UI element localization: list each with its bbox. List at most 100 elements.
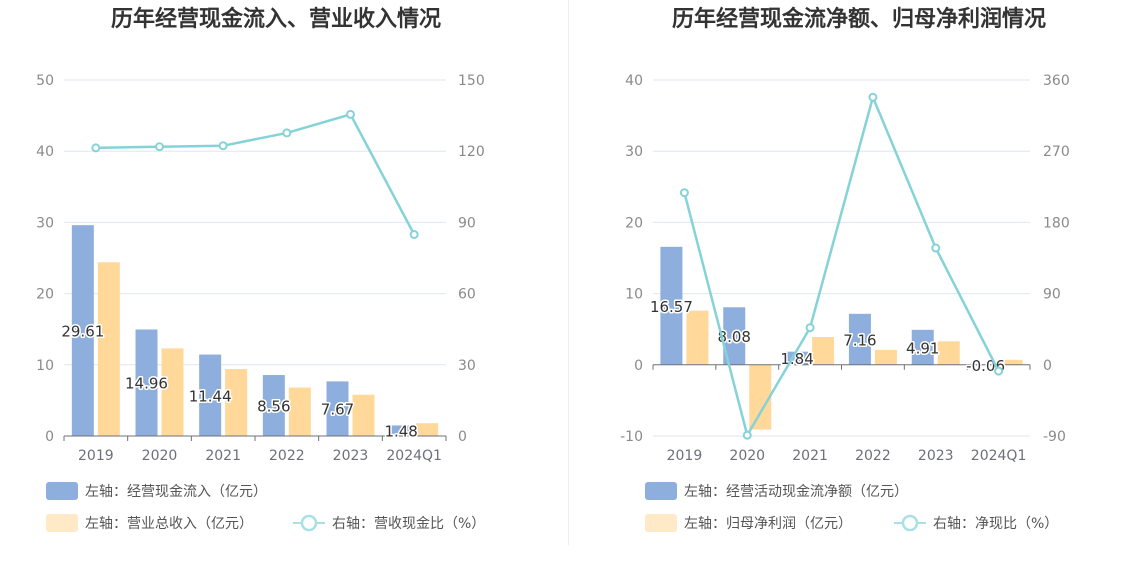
data-label: 1.84	[780, 350, 813, 368]
x-axis-tick-label: 2021	[205, 448, 241, 464]
legend-label: 右轴：净现比（%）	[933, 516, 1058, 532]
bar-secondary	[97, 262, 120, 436]
x-axis-tick-label: 2020	[729, 448, 765, 464]
right-axis-tick-label: 0	[458, 429, 467, 445]
legend-label: 右轴：营收现金比（%）	[332, 516, 485, 532]
right-axis-tick-label: 60	[458, 287, 476, 303]
right-axis-tick-label: 180	[1043, 215, 1070, 231]
bar-secondary	[1000, 359, 1023, 365]
bar-secondary	[352, 394, 375, 436]
data-label: 14.96	[125, 375, 168, 393]
legend-label: 左轴：营业总收入（亿元）	[85, 516, 253, 532]
ratio-point	[346, 109, 355, 119]
bar-secondary	[812, 337, 835, 365]
x-axis-tick-label: 2023	[333, 448, 369, 464]
ratio-point	[282, 128, 292, 138]
right-axis-tick-label: 120	[458, 144, 485, 160]
data-label: 16.57	[650, 298, 693, 316]
bar-secondary	[225, 369, 248, 436]
bar-secondary	[161, 348, 184, 436]
data-label: 7.16	[843, 331, 876, 349]
left-axis-tick-label: 20	[625, 215, 643, 231]
data-label: 8.08	[718, 328, 751, 346]
left-axis-tick-label: 10	[625, 287, 643, 303]
data-label: 4.91	[906, 339, 939, 357]
bar-primary	[199, 354, 222, 436]
x-axis-tick-label: 2019	[78, 448, 114, 464]
data-label: 7.67	[321, 401, 354, 419]
right-axis-tick-label: -90	[1043, 429, 1066, 445]
bar-primary	[848, 313, 871, 365]
legend-marker	[901, 514, 919, 532]
bar-primary	[911, 329, 934, 365]
bar-primary	[135, 329, 158, 436]
left-axis-tick-label: 0	[45, 429, 54, 445]
left-axis-tick-label: 30	[625, 144, 643, 160]
x-axis-tick-label: 2024Q1	[971, 448, 1027, 464]
bar-primary	[390, 425, 413, 436]
ratio-point	[409, 230, 419, 240]
left-axis-tick-label: 40	[625, 73, 643, 89]
legend-swatch	[46, 482, 78, 500]
ratio-point	[155, 142, 164, 152]
left-axis-tick-label: -10	[620, 429, 643, 445]
x-axis-tick-label: 2019	[667, 448, 703, 464]
bar-secondary	[416, 423, 439, 436]
left-axis-tick-label: 40	[36, 144, 54, 160]
left-axis-tick-label: 20	[36, 287, 54, 303]
ratio-point	[868, 92, 878, 102]
left-axis-tick-label: 0	[634, 358, 643, 374]
data-label: 8.56	[257, 398, 290, 416]
data-label: 11.44	[189, 387, 232, 405]
x-axis-tick-label: 2023	[918, 448, 954, 464]
ratio-point	[218, 141, 228, 151]
right-axis-tick-label: 360	[1043, 73, 1070, 89]
bar-secondary	[874, 349, 897, 365]
ratio-point	[742, 430, 752, 440]
legend-marker	[300, 514, 318, 532]
right-axis-tick-label: 150	[458, 73, 485, 89]
x-axis-tick-label: 2022	[269, 448, 305, 464]
legend-swatch	[645, 514, 677, 532]
legend-label: 左轴：归母净利润（亿元）	[684, 515, 852, 532]
ratio-line	[95, 112, 416, 236]
legend-label: 左轴：经营活动现金流净额（亿元）	[684, 484, 908, 500]
ratio-line	[683, 93, 1000, 439]
chart-title: 历年经营现金流净额、归母净利润情况	[672, 6, 1046, 32]
x-axis-tick-label: 2022	[855, 448, 891, 464]
bar-secondary	[749, 364, 772, 430]
bar-primary	[262, 375, 285, 436]
ratio-point	[805, 323, 815, 333]
right-axis-tick-label: 30	[458, 358, 476, 374]
left-axis-tick-label: 30	[36, 215, 54, 231]
ratio-point	[679, 188, 689, 198]
x-axis-tick-label: 2021	[792, 448, 828, 464]
right-axis-tick-label: 0	[1043, 358, 1052, 374]
chart-title: 历年经营现金流入、营业收入情况	[111, 6, 441, 32]
right-axis-tick-label: 90	[1043, 287, 1061, 303]
legend-label: 左轴：经营现金流入（亿元）	[85, 484, 267, 500]
right-axis-tick-label: 270	[1043, 144, 1070, 160]
left-axis-tick-label: 50	[36, 73, 54, 89]
bar-secondary	[937, 341, 960, 365]
panel-divider	[568, 0, 569, 545]
legend-swatch	[645, 482, 677, 500]
bar-primary	[326, 381, 349, 436]
legend-swatch	[46, 514, 78, 532]
bar-primary	[723, 307, 746, 365]
chart-1: 历年经营现金流入、营业收入情况 0 0 10 30 20 60 30 90 40 120 50 150 2…	[36, 6, 485, 532]
bar-primary	[71, 225, 94, 436]
x-axis-tick-label: 2020	[142, 448, 178, 464]
bar-primary	[660, 246, 683, 365]
bar-secondary	[686, 310, 709, 365]
data-label: 1.48	[384, 423, 417, 441]
ratio-point	[931, 243, 941, 253]
data-label: 29.61	[61, 323, 104, 341]
ratio-point	[994, 366, 1004, 376]
ratio-point	[91, 143, 101, 153]
bar-secondary	[288, 387, 311, 436]
chart-2: 历年经营现金流净额、归母净利润情况 -10 -90 0 0 10 90 20 180 30 270 4…	[620, 6, 1070, 532]
left-axis-tick-label: 10	[36, 358, 54, 374]
